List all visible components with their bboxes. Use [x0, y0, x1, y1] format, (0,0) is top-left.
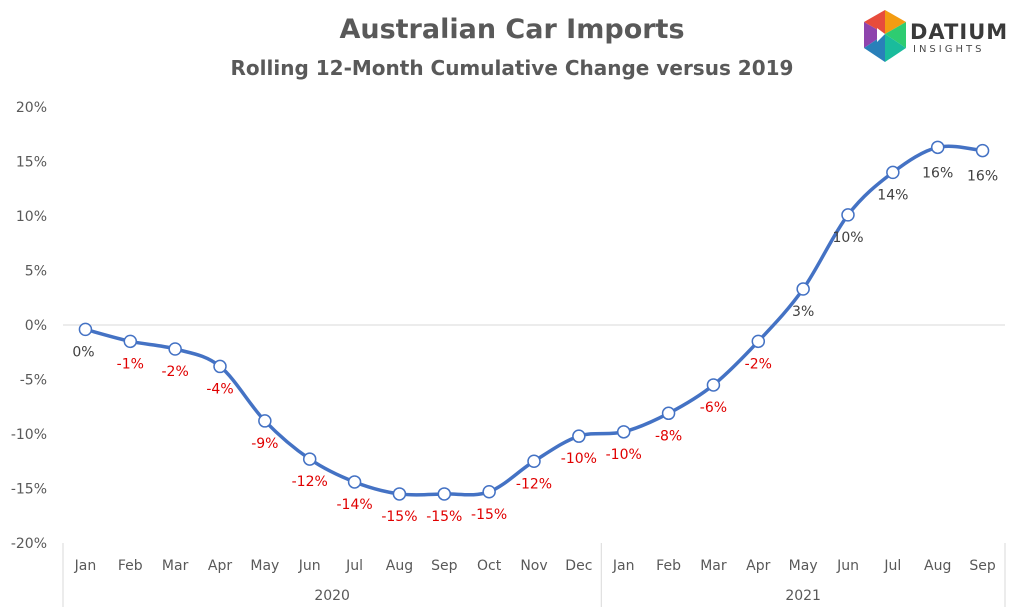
data-label: -6% [700, 400, 727, 416]
x-axis-ticks: Jan Feb Mar Apr May Jun Jul Aug Sep Oct Nov Dec Jan F… [74, 558, 996, 574]
x-tick-label: Jan [612, 558, 635, 574]
x-tick-label: Jul [345, 558, 363, 574]
data-label: 0% [72, 344, 94, 360]
x-tick-label: Jun [298, 558, 321, 574]
data-label: -4% [206, 381, 233, 397]
data-label: -15% [426, 509, 462, 525]
data-point [347, 475, 362, 489]
chart-subtitle: Rolling 12-Month Cumulative Change versu… [230, 56, 794, 80]
data-point [841, 208, 855, 222]
x-tick-label: Dec [565, 558, 592, 574]
x-tick-label: Aug [386, 558, 413, 574]
x-tick-label: Oct [477, 558, 502, 574]
data-point [482, 485, 496, 499]
year-group-label: 2021 [785, 588, 821, 604]
x-tick-label: Sep [969, 558, 996, 574]
data-label: -9% [251, 436, 278, 452]
data-point [616, 425, 631, 439]
data-label: 10% [832, 230, 863, 246]
data-point [930, 140, 945, 155]
data-point [661, 406, 676, 421]
data-point [78, 322, 93, 337]
data-label: -8% [655, 428, 682, 444]
data-labels-layer: 0% -1% -2% -4% -9% -12% -14% -15% -15% -15% -12% -1… [72, 165, 998, 525]
logo-word: DATIUM [910, 20, 1009, 44]
data-point [168, 342, 182, 356]
x-tick-label: May [250, 558, 279, 574]
x-tick-label: Aug [924, 558, 951, 574]
data-point [258, 414, 272, 428]
data-point [302, 452, 317, 466]
data-point [706, 378, 721, 392]
x-tick-label: Mar [162, 558, 189, 574]
x-tick-label: Mar [700, 558, 727, 574]
data-point [796, 282, 810, 296]
data-point [392, 487, 407, 501]
y-axis-ticks: -20% -15% -10% -5% 0% 5% 10% 15% 20% [11, 100, 47, 552]
x-tick-label: May [789, 558, 818, 574]
x-tick-label: Jun [836, 558, 859, 574]
data-label: -15% [381, 509, 417, 525]
x-tick-label: Feb [118, 558, 143, 574]
y-tick-label: -15% [11, 482, 47, 498]
data-label: -2% [745, 356, 772, 372]
series-line [84, 144, 983, 497]
x-tick-label: Jul [883, 558, 901, 574]
data-point [886, 165, 900, 180]
logo-sub: INSIGHTS [913, 44, 985, 55]
data-label: -2% [162, 364, 189, 380]
data-point [975, 143, 990, 158]
data-label: -15% [471, 507, 507, 523]
data-label: 3% [792, 304, 814, 320]
x-tick-label: Nov [520, 558, 547, 574]
data-label: -10% [561, 451, 597, 467]
datium-logo: DATIUM INSIGHTS [862, 8, 1012, 68]
data-point [437, 487, 452, 501]
data-label: -14% [336, 497, 372, 513]
data-label: 16% [922, 165, 953, 181]
series-layer [84, 144, 983, 497]
x-tick-label: Sep [431, 558, 458, 574]
data-point [751, 334, 766, 349]
y-tick-label: 10% [16, 209, 47, 225]
y-tick-label: 20% [16, 100, 47, 116]
y-tick-label: 15% [16, 155, 47, 171]
points-layer [78, 140, 990, 501]
chart-title: Australian Car Imports [339, 14, 685, 45]
data-label: -1% [117, 356, 144, 372]
x-tick-label: Apr [746, 558, 770, 574]
y-tick-label: 5% [25, 264, 47, 280]
data-point [572, 429, 586, 443]
chart-axes [62, 324, 1006, 607]
x-tick-label: Feb [656, 558, 681, 574]
data-label: 14% [877, 187, 908, 203]
y-tick-label: -20% [11, 536, 47, 552]
x-axis-groups: 2020 2021 [314, 588, 821, 604]
data-point [123, 334, 138, 349]
data-label: -12% [292, 474, 328, 490]
y-tick-label: 0% [25, 318, 47, 334]
data-label: 16% [967, 169, 998, 185]
y-tick-label: -10% [11, 427, 47, 443]
data-point [213, 359, 227, 374]
data-label: -12% [516, 476, 552, 492]
y-tick-label: -5% [20, 373, 47, 389]
year-group-label: 2020 [314, 588, 350, 604]
data-point [527, 454, 541, 468]
data-label: -10% [606, 447, 642, 463]
datium-logo-mark [864, 10, 906, 62]
x-tick-label: Apr [208, 558, 232, 574]
x-tick-label: Jan [74, 558, 97, 574]
